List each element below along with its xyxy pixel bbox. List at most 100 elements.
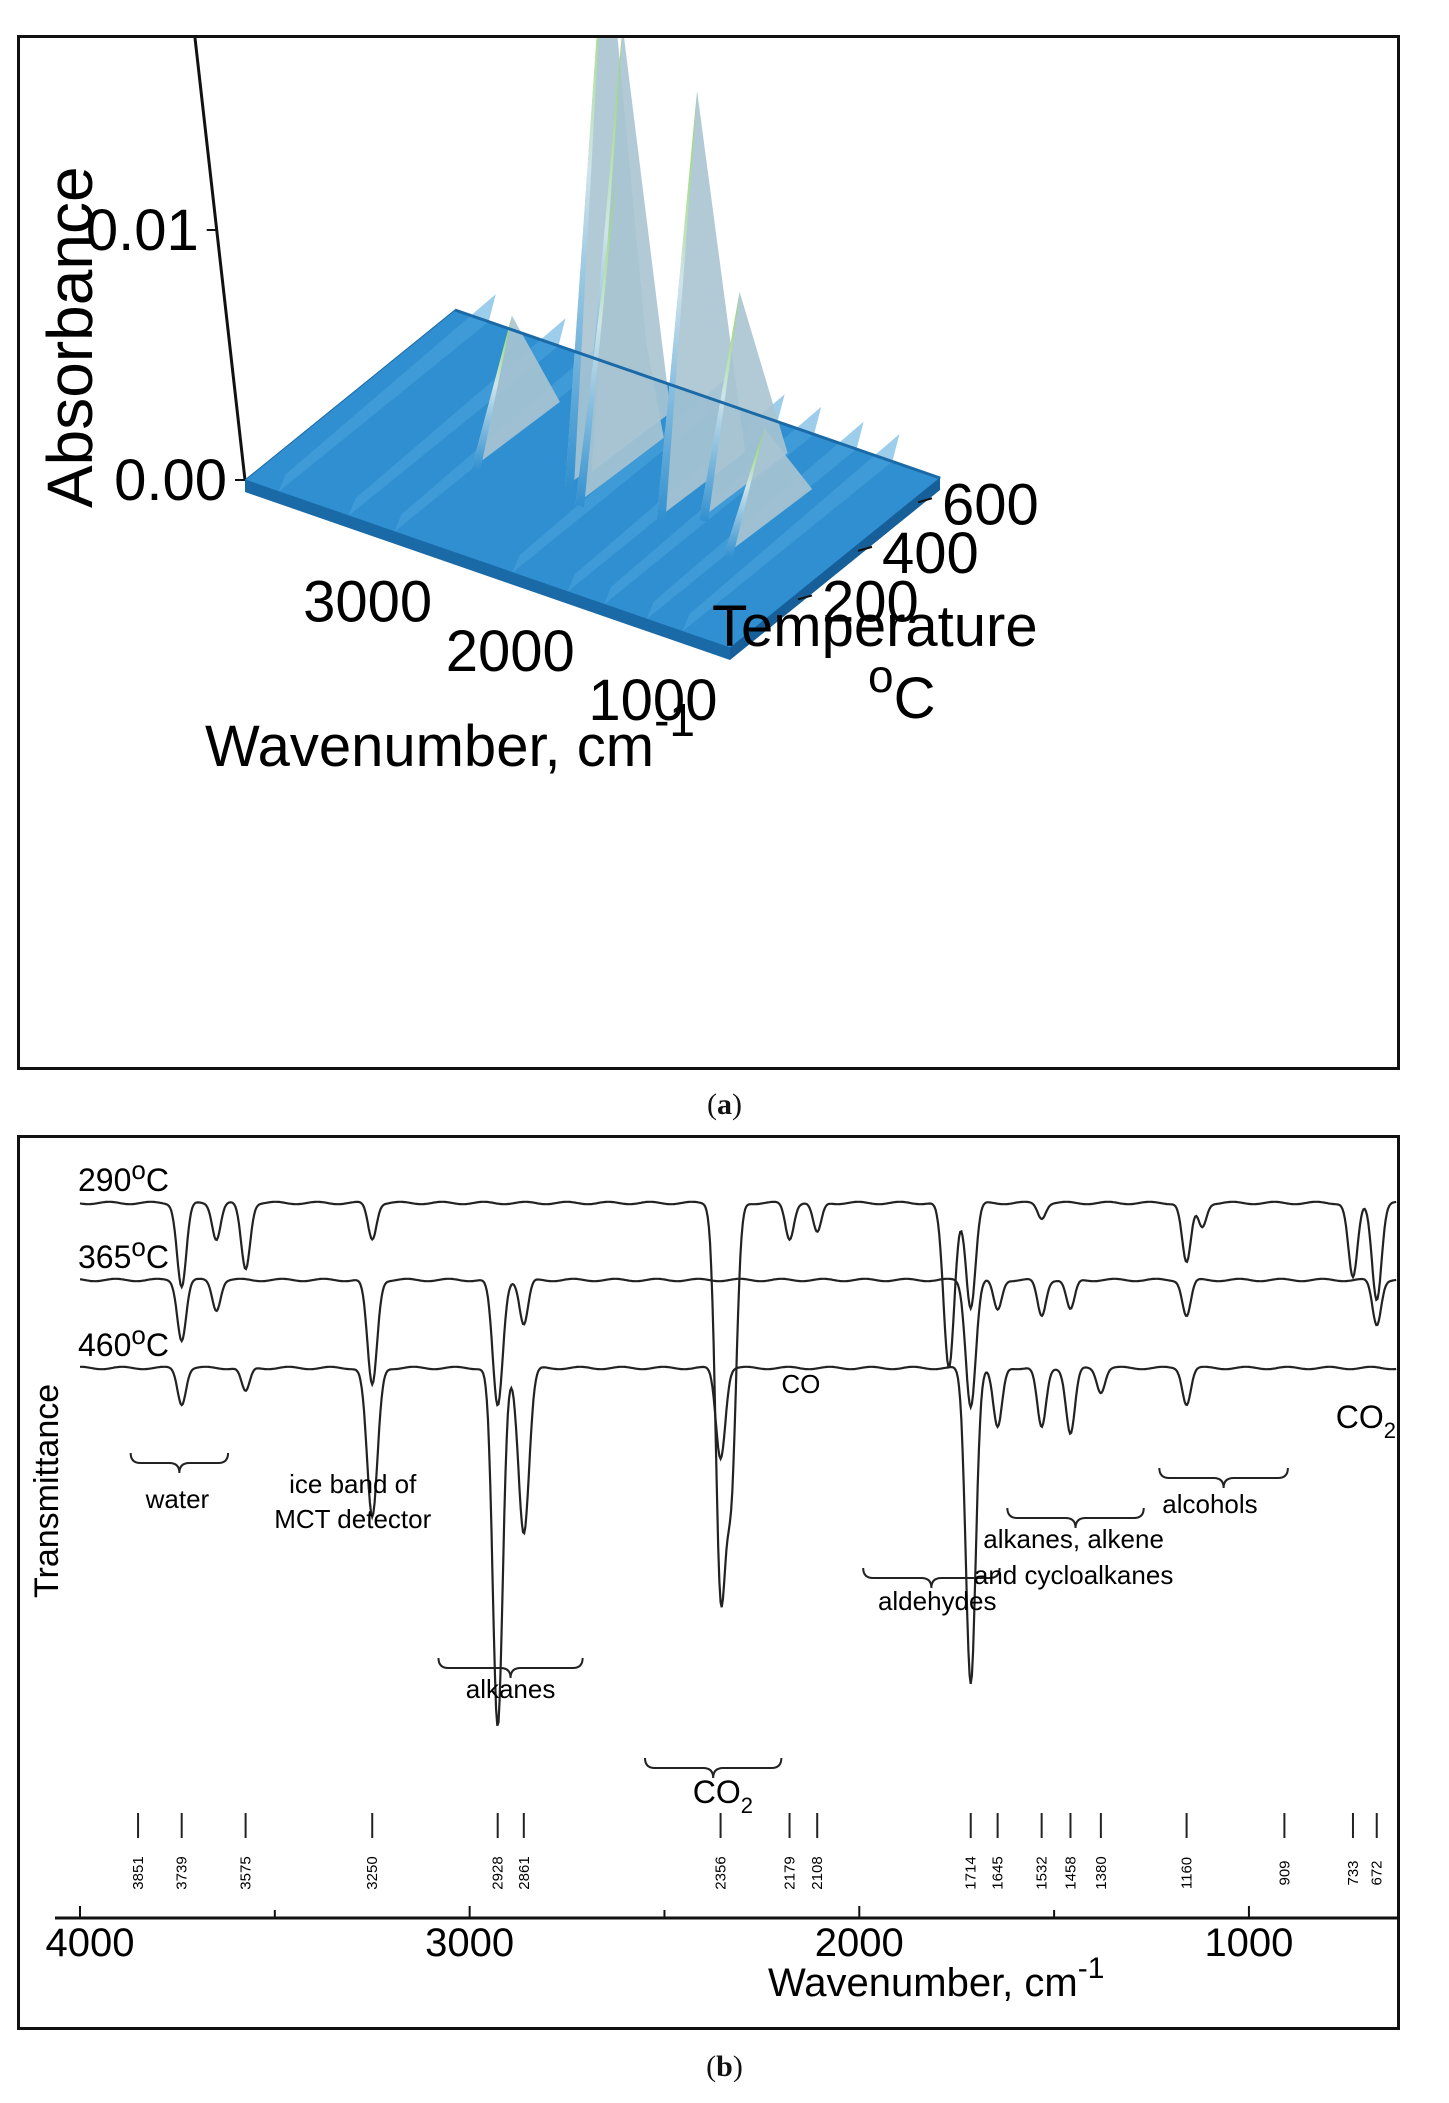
band-braces [129,1452,1289,1779]
surface-peak-back [575,176,664,505]
band-marker-label: 3250 [364,1856,381,1889]
surface-peak [656,90,698,522]
surface-back-edge [454,308,941,480]
series-label-unit: C [146,1327,169,1363]
wavenumber-axis-label-a: Wavenumber, cm-1 [205,694,695,779]
spectrum-traces [79,1200,1397,1727]
annotation-4: alkanes [466,1674,556,1704]
band-marker-label: 2928 [490,1856,507,1889]
band-marker-label: 1458 [1062,1856,1079,1889]
band-marker-label: 3851 [130,1856,147,1889]
band-marker-label: 733 [1345,1860,1362,1885]
band-marker-label: 1532 [1034,1856,1051,1889]
panel-a-svg: 0.000.010.02300020001000200400600 Absorb… [34,0,1039,779]
temperature-unit-sup: o [868,650,894,702]
series-label-sup: o [131,1232,145,1262]
annotation-text: CO [693,1774,741,1810]
band-brace-1 [129,1452,230,1474]
temp-tick-label: 600 [942,472,1039,537]
band-brace-4 [437,1657,584,1679]
series-label-temp: 365 [78,1239,131,1275]
x-tick-label: 3000 [303,569,432,634]
band-marker-label: 2356 [713,1856,730,1889]
band-brace-5 [643,1757,783,1779]
temperature-unit-label: oC [868,650,935,731]
annotation-text: MCT detector [274,1504,431,1534]
surface-peak [699,291,740,523]
band-marker-label: 672 [1369,1860,1386,1885]
annotation-text: and cycloalkanes [974,1560,1173,1590]
annotation-text: aldehydes [878,1586,997,1616]
band-brace-6 [862,1567,1001,1589]
annotation-text: alkanes [466,1674,556,1704]
band-marker-label: 3739 [174,1856,191,1889]
transmittance-axis-label: Transmittance [28,1384,66,1598]
annotation-text: alkanes, alkene [983,1524,1164,1554]
temp-tick-label: 200 [822,569,919,634]
band-brace-7 [1006,1507,1145,1529]
z-tick-label: 0.00 [114,448,227,513]
band-marker-label: 2108 [809,1856,826,1889]
annotation-3: MCT detector [274,1504,431,1534]
temp-tick-mark [857,545,873,552]
band-marker-label: 1380 [1093,1856,1110,1889]
series-label-temp: 290 [78,1162,131,1198]
annotation-sub: 2 [1384,1418,1396,1443]
band-marker-label: 3575 [238,1856,255,1889]
absorbance-axis-line [193,37,247,481]
surface-peak-back [471,315,560,469]
temperature-unit-text: C [894,666,936,731]
series-label-unit: C [146,1162,169,1198]
x-tick-label-b: 1000 [1204,1921,1293,1965]
temp-tick-label: 400 [882,521,979,586]
series-label-460: 460oC [78,1320,169,1363]
x-tick-label-b: 3000 [425,1921,514,1965]
series-label-365: 365oC [78,1232,169,1275]
band-marker-label: 1160 [1179,1857,1196,1889]
x-tick-label-b: 2000 [815,1921,904,1965]
band-marker-label: 1645 [990,1856,1007,1889]
band-marker-label: 1714 [963,1856,980,1889]
annotation-1: water [145,1484,210,1514]
temp-tick-mark [917,497,933,504]
z-tick-label: 0.01 [86,198,199,263]
surface-peak [565,0,601,490]
band-markers: 3851 3739 3575 3250 2928 2861 2356 2179 2108 1714… [130,1813,1386,1890]
annotation-text: water [145,1484,210,1514]
series-label-290: 290oC [78,1155,169,1198]
series-label-sup: o [131,1320,145,1350]
series-label-unit: C [146,1239,169,1275]
annotation-2: ice band of [289,1469,417,1499]
annotation-text: CO [781,1369,820,1399]
wavenumber-axis-label-b-sup: -1 [1078,1952,1105,1985]
wavenumber-axis-label-b-text: Wavenumber, cm [768,1961,1078,2005]
wavenumber-axis-label-a-text: Wavenumber, cm [205,714,654,779]
spectral-surface [243,0,942,660]
caption-b-letter: b [716,2050,733,2083]
band-brace-9 [1158,1467,1289,1489]
caption-a-letter: a [717,1088,732,1121]
surface-ridge [278,294,496,492]
annotation-8: and cycloalkanes [974,1560,1173,1590]
band-marker-label: 909 [1276,1860,1293,1885]
series-label-temp: 460 [78,1327,131,1363]
annotation-7: alkanes, alkene [983,1524,1164,1554]
absorbance-axis-label: Absorbance [34,166,106,508]
surface-peak [723,428,765,559]
annotation-10: CO2 [1336,1399,1396,1443]
wavenumber-axis-label-a-sup: -1 [654,694,695,746]
panel-a-3d-spectrum: 0.000.010.02300020001000200400600 Absorb… [17,0,1400,1070]
annotation-5: CO2 [693,1774,753,1818]
surface-peak-back [723,428,813,556]
surface-peak [471,315,512,472]
surface-peak [575,176,616,508]
surface-front-edge [245,480,730,660]
surface-ridge [682,433,900,632]
caption-b: (b) [706,2050,743,2083]
x-tick-label: 1000 [588,668,717,733]
annotation-0: CO [781,1369,820,1399]
panel-a-tick-labels: 0.000.010.02300020001000200400600 [58,0,1039,733]
